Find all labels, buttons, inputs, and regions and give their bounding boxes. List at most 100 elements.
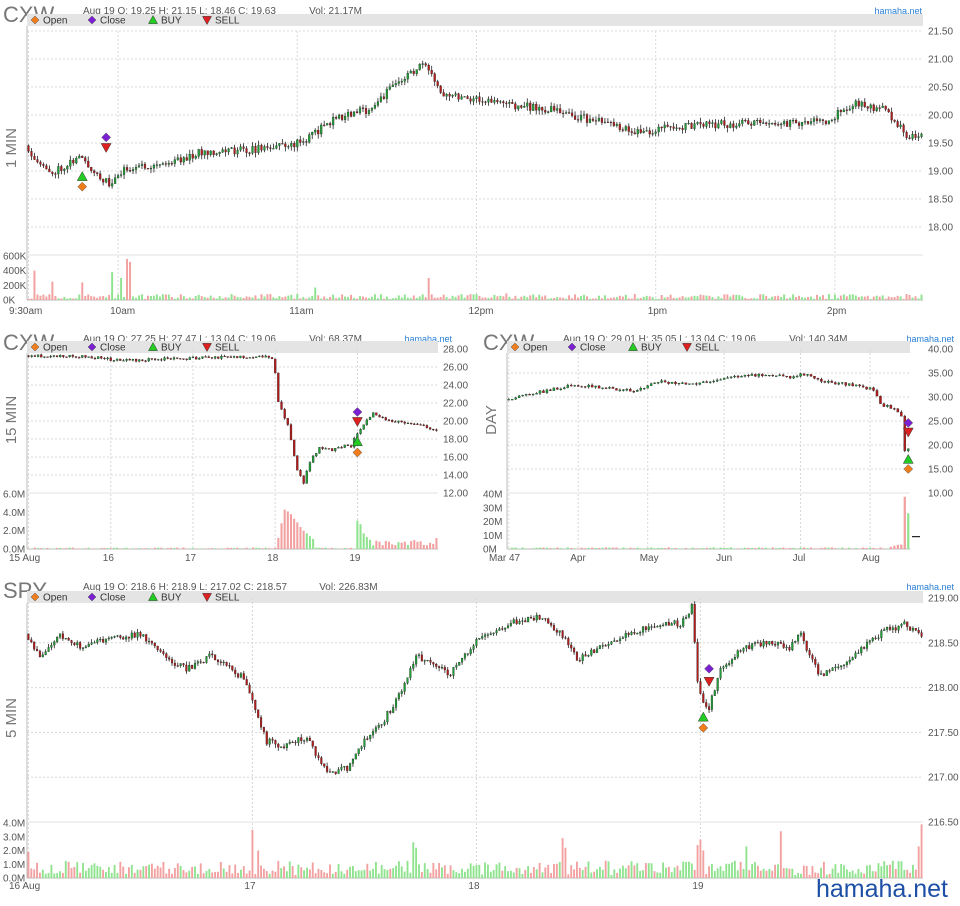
candle-body — [360, 746, 363, 749]
candle-body — [806, 374, 809, 376]
candle-body — [521, 394, 524, 397]
volume-bar — [741, 296, 744, 300]
candle-body — [789, 120, 792, 127]
volume-bar — [865, 548, 868, 549]
volume-bar — [141, 294, 143, 300]
candle-body — [693, 123, 696, 129]
candle-body — [141, 359, 144, 361]
candle-body — [167, 163, 170, 165]
volume-bar — [880, 866, 883, 878]
candle-body — [882, 403, 886, 407]
candle-body — [615, 123, 618, 126]
volume-bar — [308, 297, 311, 300]
candle-body — [541, 107, 544, 111]
volume-bar — [302, 530, 305, 549]
candle-body — [391, 420, 394, 422]
candle-body — [740, 376, 743, 378]
candle-body — [726, 377, 729, 379]
volume-bar — [33, 270, 36, 300]
candle-body — [403, 79, 406, 82]
volume-bar — [155, 294, 158, 300]
candle-body — [484, 634, 487, 637]
volume-bar — [768, 868, 771, 878]
volume-bar — [682, 861, 685, 878]
volume-bar — [520, 296, 523, 300]
candle-body — [639, 388, 642, 391]
candle-body — [233, 147, 236, 155]
candle-body — [622, 389, 625, 391]
volume-bar — [165, 873, 168, 878]
candle-body — [110, 637, 113, 639]
candle-body — [176, 157, 179, 160]
candle-body — [629, 389, 632, 392]
candle-body — [136, 632, 139, 638]
y-tick-label: 10.00 — [928, 489, 953, 500]
candle-body — [33, 641, 36, 650]
candle-body — [315, 453, 318, 457]
volume-bar — [50, 864, 53, 878]
candle-body — [199, 661, 202, 663]
candle-body — [531, 393, 535, 395]
candle-body — [744, 119, 747, 122]
candle-body — [583, 386, 587, 388]
candle-body — [687, 613, 690, 618]
candle-body — [643, 388, 646, 390]
candle-body — [920, 133, 923, 137]
volume-bar — [647, 863, 650, 878]
candle-body — [70, 640, 73, 644]
candle-body — [590, 384, 594, 388]
candle-body — [615, 388, 618, 391]
candle-body — [352, 111, 356, 117]
candle-body — [386, 711, 389, 723]
volume-tick-label: 2.0M — [3, 846, 25, 857]
candle-body — [653, 626, 656, 628]
volume-bar — [745, 846, 748, 878]
volume-bar — [896, 295, 899, 300]
volume-bar — [227, 297, 230, 300]
volume-bar — [314, 873, 317, 878]
volume-bar — [505, 293, 508, 300]
candle-body — [601, 387, 604, 389]
candle-body — [317, 129, 320, 135]
candle-body — [781, 374, 785, 377]
volume-bar — [160, 547, 163, 549]
volume-bar — [372, 868, 374, 878]
volume-bar — [872, 296, 875, 300]
candle-body — [893, 119, 896, 122]
candle-body — [334, 771, 337, 774]
candle-body — [296, 139, 299, 148]
candle-body — [140, 163, 144, 166]
volume-bar — [612, 297, 615, 300]
volume-bar — [484, 297, 487, 300]
volume-bar — [176, 547, 179, 549]
volume-bar — [759, 870, 762, 878]
volume-bar — [274, 871, 277, 878]
candle-body — [564, 637, 567, 639]
volume-bar — [452, 870, 455, 878]
volume-bar — [352, 866, 354, 878]
volume-bar — [517, 298, 520, 300]
candle-body — [618, 638, 622, 642]
volume-bar — [391, 544, 394, 549]
volume-bar — [521, 547, 524, 549]
candle-body — [122, 167, 126, 175]
volume-bar — [674, 547, 677, 549]
volume-bar — [821, 295, 824, 300]
volume-bar — [802, 547, 806, 549]
candle-body — [354, 753, 357, 760]
candle-body — [54, 173, 57, 175]
candle-body — [384, 417, 387, 421]
volume-bar — [285, 871, 288, 878]
volume-bar — [356, 298, 358, 300]
volume-bar — [811, 866, 814, 878]
candle-body — [561, 630, 564, 638]
candle-body — [493, 100, 496, 103]
y-tick-label: 15.00 — [928, 465, 953, 476]
y-tick-label: 40.00 — [928, 345, 953, 356]
volume-bar — [844, 548, 847, 550]
candle-body — [219, 661, 222, 663]
site-watermark: hamaha.net — [815, 875, 948, 903]
volume-bar — [196, 873, 199, 878]
candle-body — [50, 644, 53, 648]
volume-bar — [660, 295, 663, 300]
